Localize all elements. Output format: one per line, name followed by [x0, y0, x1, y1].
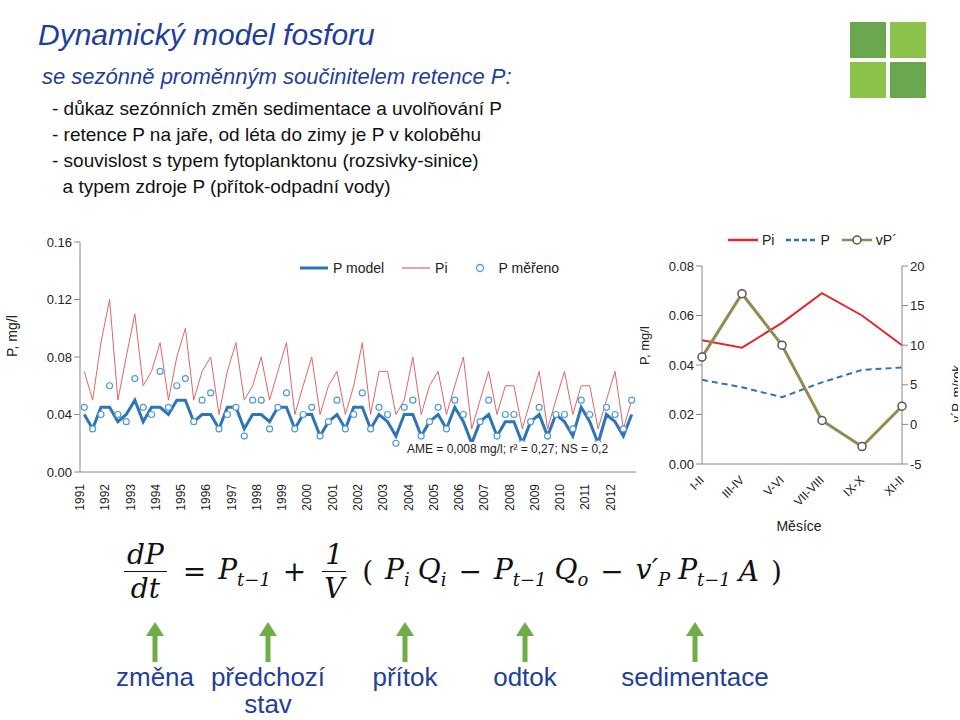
svg-text:1993: 1993 — [124, 484, 138, 511]
html-text:Pi: Pi — [762, 232, 775, 248]
svg-text:0.00: 0.00 — [47, 465, 72, 480]
svg-text:2000: 2000 — [300, 484, 314, 511]
html-text:dP: dP — [127, 538, 164, 571]
svg-text:2003: 2003 — [376, 484, 390, 511]
svg-text:2008: 2008 — [503, 484, 517, 511]
svg-text:III-IV: III-IV — [719, 473, 747, 501]
svg-text:0.04: 0.04 — [47, 407, 72, 422]
html-text:Dynamický model fosforu: Dynamický model fosforu — [38, 18, 375, 51]
svg-text:2011: 2011 — [578, 484, 592, 510]
html-text:dt: dt — [130, 572, 160, 605]
html-text:předchozí stav: předchozí stav — [210, 662, 326, 719]
svg-text:10: 10 — [910, 338, 924, 353]
html-text:1: 1 — [325, 538, 344, 571]
svg-text:P, mg/l: P, mg/l — [640, 326, 652, 365]
svg-text:0.08: 0.08 — [669, 259, 694, 274]
html-text:Měsíce: Měsíce — [776, 518, 822, 534]
svg-text:VII-VIII: VII-VIII — [791, 473, 827, 509]
svg-text:1998: 1998 — [250, 484, 264, 511]
svg-text:0.00: 0.00 — [669, 457, 694, 472]
svg-text:5: 5 — [910, 377, 917, 392]
html-text:- souvislost s typem fytoplank: - souvislost s typem fytoplanktonu (rozs… — [52, 150, 479, 171]
svg-text:0.06: 0.06 — [669, 308, 694, 323]
html-text:= Pt−1 +: = Pt−1 + — [182, 553, 307, 590]
html-text:V: V — [324, 572, 345, 605]
html-text:- důkaz sezónních změn sedimen: - důkaz sezónních změn sedimentace a uvo… — [52, 98, 502, 119]
html-text:odtok: odtok — [493, 662, 557, 692]
html-text:P model: P model — [333, 260, 385, 276]
html-text:- retence P na jaře, od léta d: - retence P na jaře, od léta do zimy je … — [52, 124, 482, 145]
svg-text:2002: 2002 — [351, 484, 365, 511]
svg-text:2001: 2001 — [326, 484, 340, 511]
svg-text:2010: 2010 — [553, 484, 567, 511]
html-text:AME = 0,008 mg/l; r² = 0,27; N: AME = 0,008 mg/l; r² = 0,27; NS = 0,2 — [407, 442, 609, 456]
svg-text:P, mg/l: P, mg/l — [8, 315, 20, 357]
html-text:P: P — [820, 232, 830, 248]
svg-text:1994: 1994 — [149, 484, 163, 511]
svg-text:1996: 1996 — [199, 484, 213, 511]
svg-text:0: 0 — [910, 417, 917, 432]
html-text:změna: změna — [116, 662, 194, 692]
svg-text:0.08: 0.08 — [47, 350, 72, 365]
svg-text:2005: 2005 — [427, 484, 441, 511]
svg-text:v´P, m/rok: v´P, m/rok — [949, 365, 952, 423]
svg-text:2007: 2007 — [477, 484, 491, 511]
svg-text:-5: -5 — [910, 457, 922, 472]
svg-text:1999: 1999 — [275, 484, 289, 511]
svg-text:2006: 2006 — [452, 484, 466, 511]
svg-text:IX-X: IX-X — [841, 473, 867, 499]
svg-text:V-VI: V-VI — [761, 473, 787, 499]
html-text:( Pi Qi − Pt−1 Qo − v′P Pt−1 A: ( Pi Qi − Pt−1 Qo − v′P Pt−1 A — [362, 553, 759, 590]
svg-text:1991: 1991 — [73, 484, 87, 511]
svg-text:0.16: 0.16 — [47, 235, 72, 250]
svg-text:0.04: 0.04 — [669, 358, 694, 373]
svg-text:1992: 1992 — [98, 484, 112, 511]
svg-text:2009: 2009 — [528, 484, 542, 511]
html-text:vP´: vP´ — [875, 232, 897, 248]
svg-text:0.02: 0.02 — [669, 407, 694, 422]
html-text:přítok: přítok — [372, 662, 438, 692]
svg-text:15: 15 — [910, 298, 924, 313]
svg-text:I-II: I-II — [687, 473, 707, 493]
svg-text:XI-II: XI-II — [881, 473, 906, 498]
svg-text:0.12: 0.12 — [47, 292, 72, 307]
html-text:sedimentace: sedimentace — [621, 662, 769, 692]
html-text:Pi: Pi — [435, 260, 448, 276]
html-text:a typem zdroje P (přítok-odpad: a typem zdroje P (přítok-odpadní vody) — [52, 176, 391, 197]
html-text:P měřeno: P měřeno — [498, 260, 559, 276]
svg-text:1995: 1995 — [174, 484, 188, 511]
svg-text:20: 20 — [910, 259, 924, 274]
svg-text:2012: 2012 — [604, 484, 618, 511]
svg-text:2004: 2004 — [402, 484, 416, 511]
html-text:se sezónně proměnným součinite: se sezónně proměnným součinitelem retenc… — [42, 64, 512, 89]
svg-text:1997: 1997 — [225, 484, 239, 511]
